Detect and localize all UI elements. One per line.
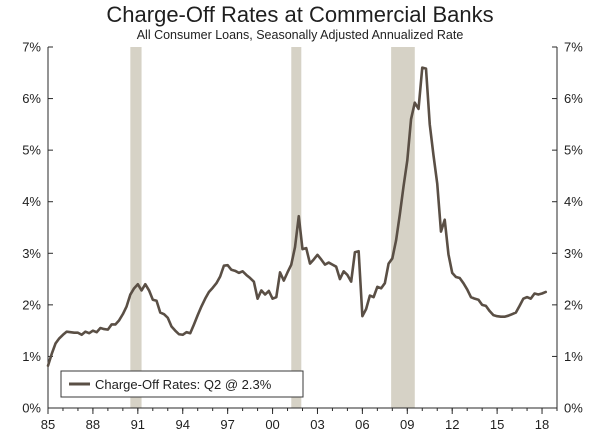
x-tick-label: 91 xyxy=(131,417,145,432)
y-tick-label-right: 2% xyxy=(564,297,583,312)
y-tick-label-right: 5% xyxy=(564,143,583,158)
y-tick-label-left: 6% xyxy=(22,91,41,106)
legend-box xyxy=(60,370,304,398)
x-tick-label: 97 xyxy=(220,417,234,432)
chart-axes: 0% 0% 1% 1% 2% 2% 3% 3% 4% 4% 5% 5% 6% 6% 7% 7% 85 88 91 94… xyxy=(22,40,583,433)
y-tick-label-left: 1% xyxy=(22,349,41,364)
y-tick-label-right: 7% xyxy=(564,40,583,55)
legend: Charge-Off Rates: Q2 @ 2.3% xyxy=(60,370,304,398)
y-tick-label-left: 0% xyxy=(22,401,41,416)
chart-subtitle: All Consumer Loans, Seasonally Adjusted … xyxy=(137,28,464,42)
recession-shading xyxy=(130,47,415,408)
x-tick-label: 09 xyxy=(400,417,414,432)
y-tick-label-left: 3% xyxy=(22,246,41,261)
chart-title: Charge-Off Rates at Commercial Banks xyxy=(106,2,493,27)
x-tick-label: 85 xyxy=(41,417,55,432)
x-tick-label: 03 xyxy=(310,417,324,432)
recession-bar-1 xyxy=(130,47,142,408)
y-tick-label-right: 4% xyxy=(564,194,583,209)
series-line-1 xyxy=(46,66,548,368)
x-tick-label: 88 xyxy=(86,417,100,432)
x-tick-label: 15 xyxy=(490,417,504,432)
x-tick-label: 06 xyxy=(355,417,369,432)
x-tick-label: 94 xyxy=(176,417,190,432)
x-tick-label: 18 xyxy=(535,417,549,432)
y-tick-label-right: 1% xyxy=(564,349,583,364)
y-tick-label-right: 3% xyxy=(564,246,583,261)
recession-bar-3 xyxy=(391,47,415,408)
y-tick-label-left: 5% xyxy=(22,143,41,158)
y-tick-label-left: 7% xyxy=(22,40,41,55)
series-layer xyxy=(46,66,548,368)
y-tick-label-left: 4% xyxy=(22,194,41,209)
y-tick-label-left: 2% xyxy=(22,297,41,312)
x-tick-label: 12 xyxy=(445,417,459,432)
y-tick-label-right: 0% xyxy=(564,401,583,416)
x-tick-label: 00 xyxy=(265,417,279,432)
y-tick-label-right: 6% xyxy=(564,91,583,106)
legend-label: Charge-Off Rates: Q2 @ 2.3% xyxy=(95,377,272,392)
